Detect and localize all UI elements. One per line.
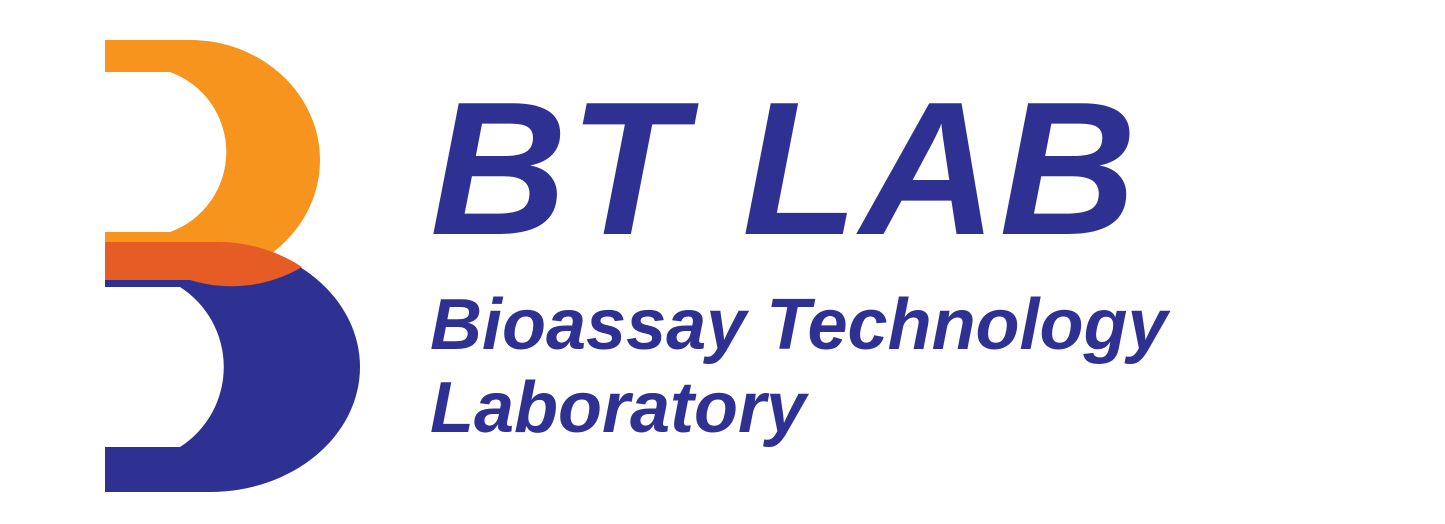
- logo-main-title: BT LAB: [430, 74, 1168, 264]
- logo-mark: [50, 32, 370, 492]
- logo-container: BT LAB Bioassay Technology Laboratory: [0, 32, 1168, 492]
- logo-text-block: BT LAB Bioassay Technology Laboratory: [430, 74, 1168, 450]
- logo-subtitle-line2: Laboratory: [430, 367, 1168, 450]
- logo-subtitle-line1: Bioassay Technology: [430, 284, 1168, 367]
